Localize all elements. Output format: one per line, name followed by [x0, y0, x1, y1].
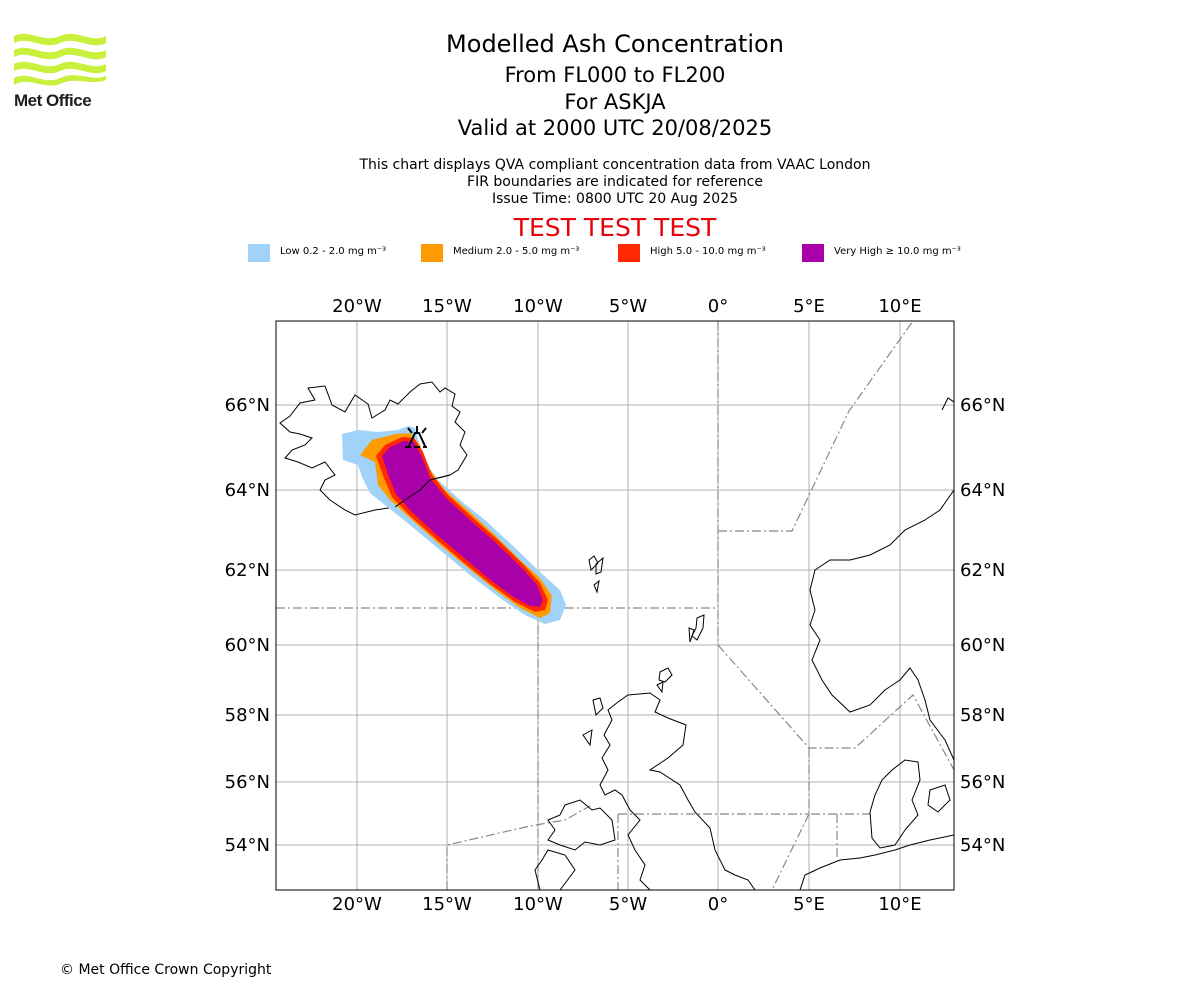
lon-tick-label: 0°: [708, 296, 728, 317]
copyright-notice: © Met Office Crown Copyright: [60, 962, 272, 978]
great-britain-coast: [599, 692, 756, 890]
lon-tick-label: 10°W: [513, 894, 563, 915]
lat-tick-label: 58°N: [225, 705, 270, 726]
subtitle-fir: FIR boundaries are indicated for referen…: [467, 174, 763, 190]
map-frame: [275, 320, 955, 891]
chart-title: Modelled Ash Concentration: [446, 30, 784, 58]
flight-level-range: From FL000 to FL200: [504, 63, 726, 87]
iceland-coast: [279, 381, 468, 516]
subtitle-qva: This chart displays QVA compliant concen…: [359, 157, 871, 173]
lon-tick-label: 10°E: [878, 894, 921, 915]
volcano-icon: [405, 426, 427, 448]
legend-swatch-low: [248, 244, 270, 262]
legend-label-low: Low 0.2 - 2.0 mg m⁻³: [280, 246, 387, 257]
lon-tick-label: 15°W: [422, 894, 472, 915]
subtitle-issue-time: Issue Time: 0800 UTC 20 Aug 2025: [491, 191, 739, 207]
lon-tick-label: 5°W: [609, 894, 647, 915]
valid-time: Valid at 2000 UTC 20/08/2025: [457, 116, 773, 140]
lat-tick-label: 60°N: [225, 635, 270, 656]
met-office-logo-text: Met Office: [14, 91, 92, 110]
legend-label-very-high: Very High ≥ 10.0 mg m⁻³: [834, 246, 961, 257]
lat-tick-label: 56°N: [960, 772, 1005, 793]
ireland-coast: [547, 799, 616, 851]
lat-tick-label: 64°N: [960, 480, 1005, 501]
lon-tick-label: 5°E: [793, 296, 825, 317]
lat-tick-label: 54°N: [225, 835, 270, 856]
lat-tick-label: 58°N: [960, 705, 1005, 726]
legend-swatch-very-high: [802, 244, 824, 262]
lat-tick-label: 56°N: [225, 772, 270, 793]
lat-ticks-right: 66°N 64°N 62°N 60°N 58°N 56°N 54°N: [960, 395, 1005, 856]
legend-label-high: High 5.0 - 10.0 mg m⁻³: [650, 246, 766, 257]
norway-coast: [809, 489, 954, 761]
coastlines: [279, 381, 954, 890]
legend-swatch-high: [618, 244, 640, 262]
met-office-wave-icon: [14, 33, 106, 86]
lat-tick-label: 64°N: [225, 480, 270, 501]
test-banner: TEST TEST TEST: [513, 213, 717, 242]
lon-ticks-top: 20°W 15°W 10°W 5°W 0° 5°E 10°E: [332, 296, 921, 317]
lon-tick-label: 5°W: [609, 296, 647, 317]
lat-tick-label: 54°N: [960, 835, 1005, 856]
lon-tick-label: 15°W: [422, 296, 472, 317]
volcano-name: For ASKJA: [564, 90, 666, 114]
lat-tick-label: 66°N: [225, 395, 270, 416]
lat-tick-label: 62°N: [960, 560, 1005, 581]
legend-swatch-medium: [421, 244, 443, 262]
lon-tick-label: 10°E: [878, 296, 921, 317]
lat-ticks-left: 66°N 64°N 62°N 60°N 58°N 56°N 54°N: [225, 395, 270, 856]
denmark-coast: [869, 759, 921, 849]
lon-tick-label: 20°W: [332, 894, 382, 915]
lat-tick-label: 62°N: [225, 560, 270, 581]
lon-ticks-bottom: 20°W 15°W 10°W 5°W 0° 5°E 10°E: [332, 894, 921, 915]
fir-boundaries: [276, 321, 954, 890]
lon-tick-label: 0°: [708, 894, 728, 915]
ash-very-high-region: [382, 441, 543, 607]
lat-tick-label: 60°N: [960, 635, 1005, 656]
lon-tick-label: 10°W: [513, 296, 563, 317]
lon-tick-label: 5°E: [793, 894, 825, 915]
legend-label-medium: Medium 2.0 - 5.0 mg m⁻³: [453, 246, 580, 257]
lon-tick-label: 20°W: [332, 296, 382, 317]
met-office-logo: Met Office: [14, 30, 114, 112]
lat-tick-label: 66°N: [960, 395, 1005, 416]
map-graticule: [276, 321, 954, 890]
